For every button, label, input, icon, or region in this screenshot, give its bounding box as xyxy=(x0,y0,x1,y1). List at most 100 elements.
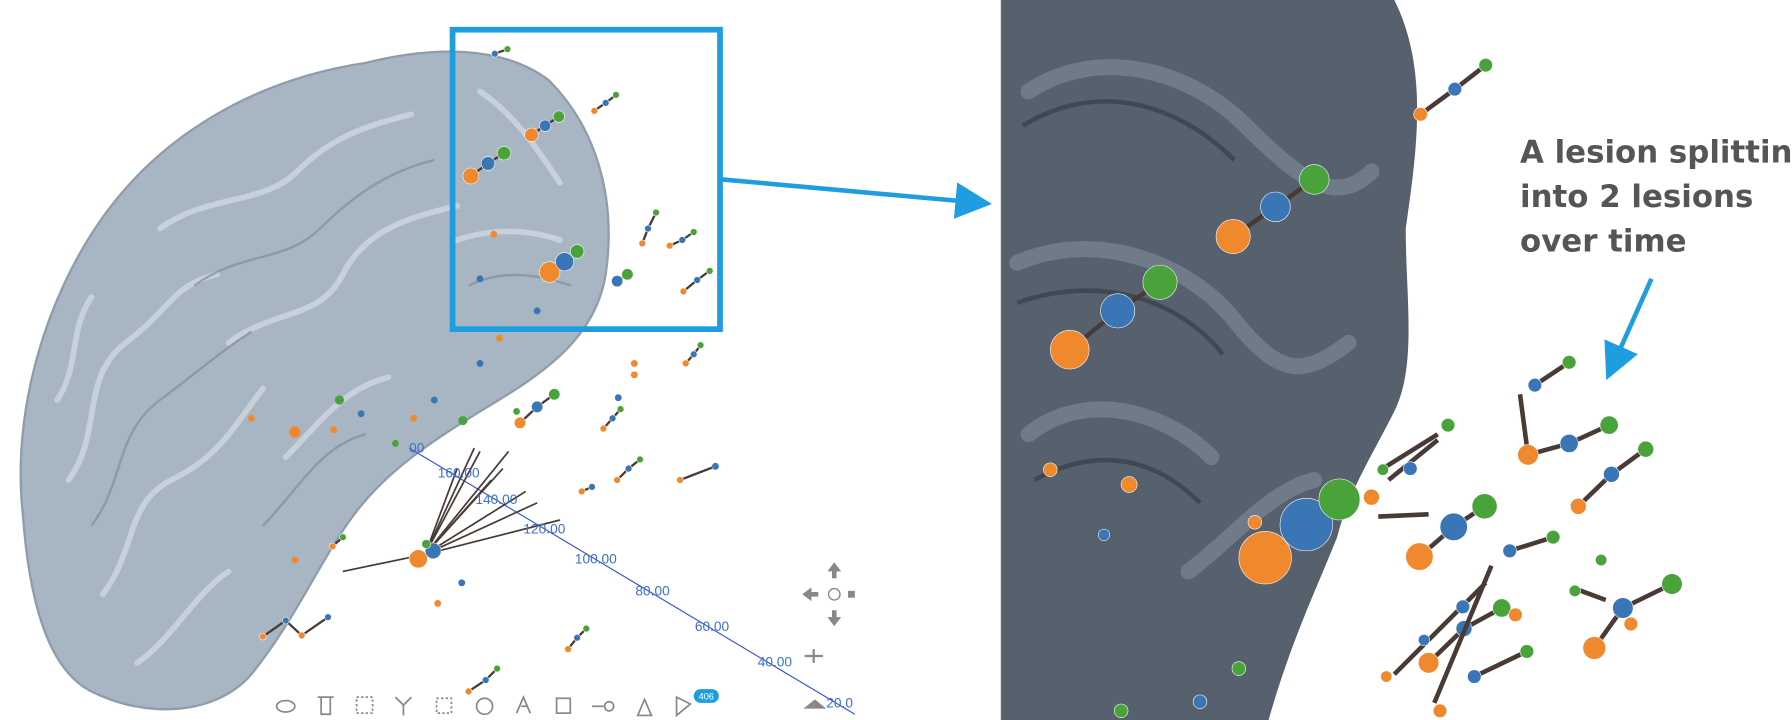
axis-label: 40.00 xyxy=(758,654,793,669)
lesion xyxy=(491,50,498,57)
tilt-icon[interactable] xyxy=(803,699,826,708)
axis-label: 140.00 xyxy=(475,492,517,507)
lesion xyxy=(1560,434,1578,452)
lesion xyxy=(578,488,585,495)
lesion xyxy=(477,275,484,282)
box-icon[interactable] xyxy=(437,698,452,713)
brush-icon[interactable] xyxy=(638,699,652,715)
lesion xyxy=(282,617,289,624)
lesion xyxy=(1414,107,1428,121)
lesion xyxy=(591,107,598,114)
annotation-line: over time xyxy=(1520,223,1687,259)
lesion xyxy=(1406,543,1433,570)
lesion xyxy=(1377,464,1388,475)
lesion xyxy=(1440,513,1467,540)
lesion-track xyxy=(1474,651,1527,676)
lesion xyxy=(1098,529,1109,540)
lesion xyxy=(358,410,365,417)
axis-label: 160.00 xyxy=(438,466,480,481)
lesion xyxy=(553,111,564,122)
lesion xyxy=(531,401,542,412)
lesion xyxy=(1528,378,1542,392)
lesion xyxy=(611,275,622,286)
lesion xyxy=(1479,58,1493,72)
lesion xyxy=(1121,477,1137,493)
lesion xyxy=(482,677,489,684)
axis-label: 20.0 xyxy=(826,695,853,710)
screenshot: 00160.00140.00120.00100.0080.0060.0040.0… xyxy=(0,0,1792,720)
lesion xyxy=(458,579,465,586)
lesion xyxy=(1509,608,1523,622)
lesion xyxy=(539,120,550,131)
lesion xyxy=(570,245,584,259)
lesion-track xyxy=(680,466,715,480)
right-viewport[interactable] xyxy=(1000,0,1682,720)
lesion xyxy=(291,557,298,564)
lesion xyxy=(298,632,305,639)
lesion xyxy=(694,277,701,284)
lesion xyxy=(1638,441,1654,457)
flag-icon[interactable] xyxy=(677,697,691,715)
lesion xyxy=(289,426,300,437)
lesion xyxy=(1503,544,1517,558)
lesion xyxy=(1600,416,1618,434)
lesion xyxy=(697,342,704,349)
nav-center[interactable] xyxy=(829,589,840,600)
lesion xyxy=(534,307,541,314)
nav-up[interactable] xyxy=(827,562,841,578)
lesion xyxy=(330,426,337,433)
lesion xyxy=(494,665,501,672)
rotate-icon[interactable] xyxy=(805,649,823,663)
delete-icon[interactable] xyxy=(318,697,334,714)
lesion xyxy=(1050,330,1089,369)
lesion xyxy=(1603,466,1619,482)
lesion xyxy=(589,483,596,490)
lesion xyxy=(458,416,467,425)
lesion xyxy=(463,168,479,184)
annotation-line: into 2 lesions xyxy=(1520,179,1753,215)
lesion xyxy=(496,335,503,342)
lesion xyxy=(1595,554,1606,565)
lesion xyxy=(504,46,511,53)
nav-controls[interactable] xyxy=(802,562,855,708)
lesion xyxy=(1493,599,1511,617)
lesion xyxy=(525,128,539,142)
lesion xyxy=(497,146,511,160)
lesion xyxy=(1570,498,1586,514)
lesion xyxy=(666,242,673,249)
view-icon[interactable] xyxy=(277,701,295,712)
connect-node[interactable] xyxy=(605,702,614,711)
lesion xyxy=(1448,82,1462,96)
select-icon[interactable] xyxy=(357,697,373,713)
branch-icon[interactable] xyxy=(395,697,411,715)
lesion xyxy=(392,440,399,447)
lesion xyxy=(680,288,687,295)
lesion xyxy=(1433,704,1447,718)
lesion xyxy=(639,240,646,247)
lesion xyxy=(434,600,441,607)
lesion xyxy=(583,625,590,632)
badge-count: 406 xyxy=(699,691,714,701)
lesion xyxy=(682,360,689,367)
target-icon[interactable] xyxy=(477,698,493,714)
lesion xyxy=(625,465,632,472)
lesion xyxy=(1043,463,1057,477)
left-viewport[interactable]: 00160.00140.00120.00100.0080.0060.0040.0… xyxy=(21,46,855,715)
lesion xyxy=(1569,585,1580,596)
nav-down[interactable] xyxy=(827,610,841,626)
axis-label: 120.00 xyxy=(523,522,565,537)
axis-label: 80.00 xyxy=(635,583,670,598)
right-border xyxy=(1000,0,1001,720)
lesion xyxy=(339,534,346,541)
lesion xyxy=(465,688,472,695)
nav-right[interactable] xyxy=(848,591,855,598)
lesion xyxy=(712,463,719,470)
split-icon[interactable] xyxy=(517,697,531,713)
lesion xyxy=(1403,462,1417,476)
zoom-arrow xyxy=(722,179,973,202)
nav-left[interactable] xyxy=(802,587,818,601)
lesion xyxy=(1114,704,1128,718)
axis-label: 60.00 xyxy=(695,619,730,634)
add-icon[interactable] xyxy=(557,698,571,713)
lesion xyxy=(617,406,624,413)
